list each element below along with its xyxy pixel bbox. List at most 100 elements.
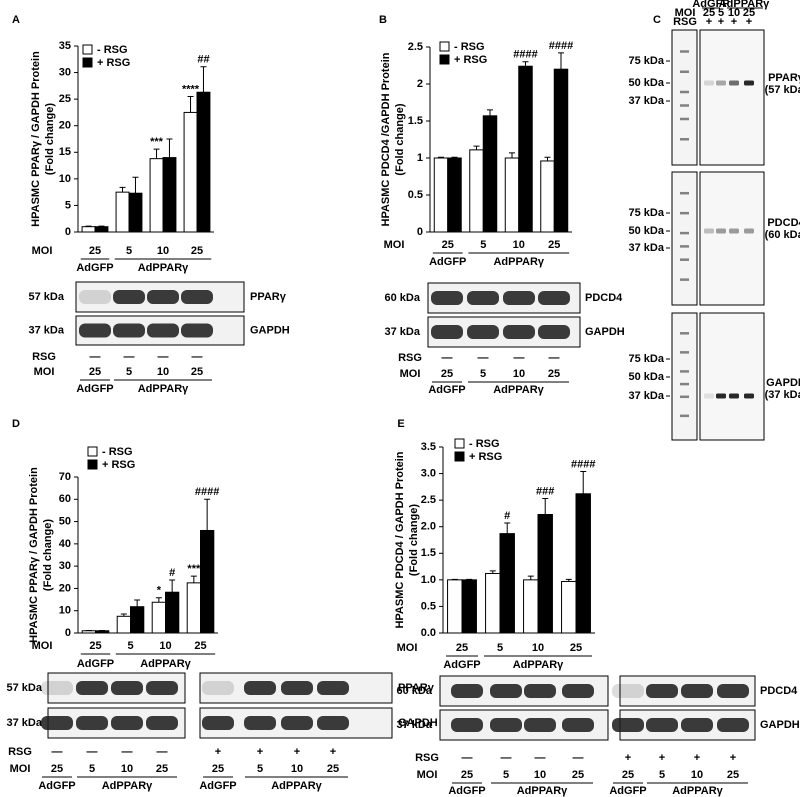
moi-value: 25 [572, 769, 584, 781]
blot-protein-label: PPARγ [398, 682, 435, 694]
significance-label: **** [182, 83, 200, 95]
moi-value: 10 [513, 368, 525, 380]
moi-label: MOI [10, 763, 31, 775]
x-tick-label: 25 [570, 642, 582, 654]
moi-label: MOI [34, 366, 55, 378]
group-label: AdPPARγ [102, 780, 153, 792]
error-bar [466, 578, 473, 580]
blot-size-label: 60 kDa [397, 685, 433, 697]
legend-swatch [439, 54, 450, 65]
y-tick-label: 15 [59, 146, 71, 158]
x-tick-label: 25 [548, 239, 560, 251]
group-label: AdPPARγ [138, 383, 189, 395]
group-label: AdPPARγ [140, 658, 191, 670]
blot-band [524, 718, 556, 732]
rsg-value: — [478, 352, 489, 364]
y-axis-label: HPASMC PPARγ / GAPDH Protein [28, 467, 40, 643]
blot-band [716, 393, 726, 399]
y-tick-label: 30 [59, 560, 71, 572]
bar [461, 579, 477, 634]
bar [128, 192, 143, 233]
blot-size-label: 37 kDa [629, 95, 665, 107]
blot-size-label: 75 kDa [629, 207, 665, 219]
legend-label: + RSG [97, 57, 130, 69]
error-bar [98, 225, 105, 227]
rsg-value: + [659, 752, 665, 764]
error-bar [489, 570, 496, 574]
blot-band [76, 681, 108, 695]
panel-letter: A [12, 14, 20, 26]
bar [499, 533, 515, 634]
rsg-value: — [462, 752, 473, 764]
y-axis-label: HPASMC PDCD4 /GAPDH Protein [380, 52, 392, 226]
x-tick-label: 10 [513, 239, 525, 251]
blot-band [147, 323, 179, 338]
rsg-value: — [157, 746, 168, 758]
blot-band [646, 718, 678, 732]
ladder-band [680, 50, 689, 53]
bar [469, 149, 484, 233]
error-bar [132, 176, 139, 194]
rsg-label: RSG [398, 352, 422, 364]
bar [433, 157, 449, 233]
blot-band [717, 718, 749, 732]
legend-swatch [87, 446, 98, 457]
significance-label: ### [536, 485, 554, 497]
group-label: AdPPARγ [517, 785, 568, 797]
blot-protein-label: (57 kDa) [765, 84, 800, 96]
y-tick-label: 0 [417, 226, 423, 238]
rsg-value: — [90, 351, 101, 363]
rsg-value: — [573, 752, 584, 764]
error-bar [542, 498, 549, 515]
moi-value: 5 [257, 763, 263, 775]
error-bar [120, 613, 127, 617]
legend-swatch [82, 44, 93, 55]
blot-band [744, 393, 754, 399]
blot-band [202, 681, 234, 695]
moi-value: 5 [126, 366, 132, 378]
rsg-value: + [718, 16, 724, 28]
x-tick-label: 25 [194, 640, 206, 652]
y-tick-label: 2 [417, 78, 423, 90]
rsg-value: + [706, 16, 712, 28]
group-label: AdGFP [443, 659, 480, 671]
blot-band [41, 716, 73, 730]
significance-label: *** [187, 563, 201, 575]
y-axis-label: HPASMC PPARγ / GAPDH Protein [30, 51, 42, 227]
bar [116, 615, 131, 634]
ladder-band [680, 258, 689, 261]
error-bar [509, 152, 516, 158]
bar [81, 226, 96, 233]
legend-swatch [454, 438, 465, 449]
bar [553, 68, 569, 233]
significance-label: # [169, 567, 175, 579]
blot-band [431, 291, 463, 305]
moi-value: 25 [743, 7, 755, 19]
significance-label: *** [150, 136, 164, 148]
moi-value: 5 [503, 769, 509, 781]
blot-band [41, 681, 73, 695]
rsg-label: RSG [32, 351, 56, 363]
blot-size-label: 37 kDa [397, 719, 433, 731]
y-tick-label: 70 [59, 471, 71, 483]
moi-label: MOI [417, 769, 438, 781]
legend-swatch [82, 57, 93, 68]
y-tick-label: 1.5 [408, 115, 423, 127]
error-bar [187, 95, 194, 113]
blot-band [317, 716, 349, 730]
blot-band [612, 684, 644, 698]
moi-value: 25 [461, 769, 473, 781]
y-tick-label: 30 [59, 66, 71, 78]
blot-band [111, 681, 143, 695]
blot-band [716, 228, 726, 234]
y-tick-label: 20 [59, 120, 71, 132]
rsg-value: + [257, 746, 263, 758]
panel-letter: C [653, 14, 661, 26]
group-label: AdPPARγ [271, 780, 322, 792]
x-axis-label: MOI [32, 245, 53, 257]
bar [575, 493, 591, 634]
bar [81, 630, 96, 634]
legend-label: - RSG [469, 438, 500, 450]
rsg-value: — [442, 352, 453, 364]
blot-band [562, 684, 594, 698]
